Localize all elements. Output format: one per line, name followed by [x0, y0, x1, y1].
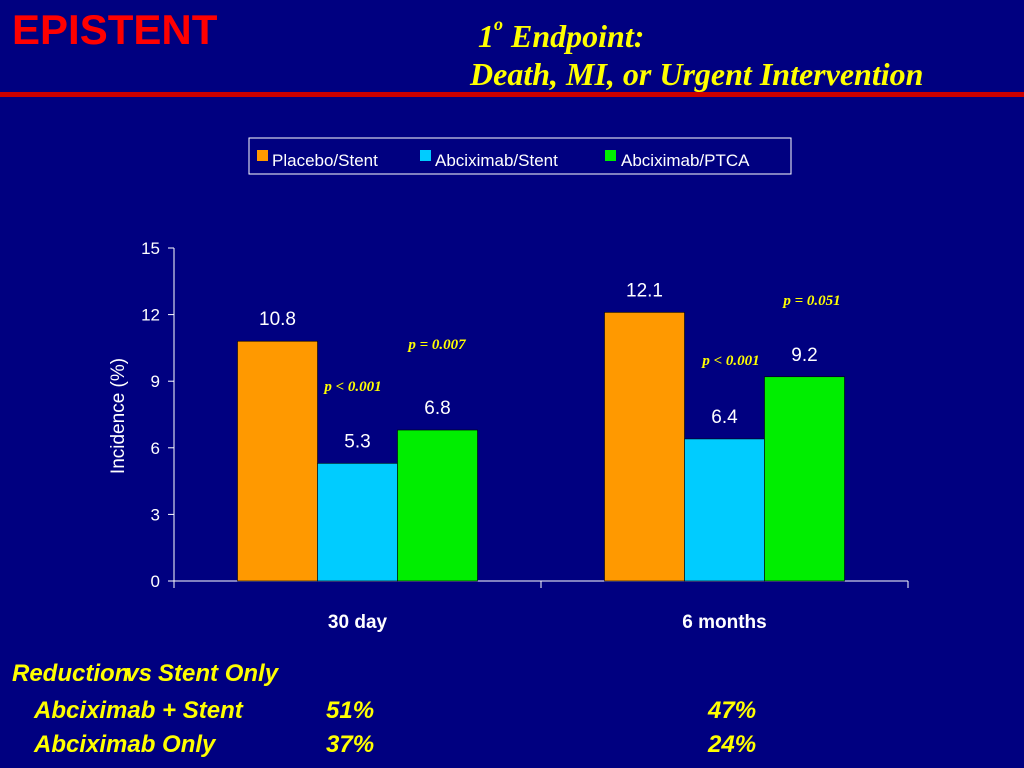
- footer-row-value-30day: 37%: [326, 731, 375, 758]
- footer-heading-vs: vs: [125, 660, 153, 687]
- y-tick-label: 0: [151, 572, 160, 591]
- footer-row-value-6months: 47%: [708, 697, 757, 724]
- footer-row-value-6months: 24%: [708, 731, 757, 758]
- footer-row-label: Abciximab Only: [34, 731, 216, 758]
- endpoint-subtitle: Death, MI, or Urgent Intervention: [470, 56, 924, 92]
- footer-row-value-30day: 51%: [326, 697, 375, 724]
- endpoint-title: 1o Endpoint:: [478, 14, 645, 55]
- legend-label-abciximab-stent: Abciximab/Stent: [435, 151, 558, 170]
- footer-heading-reduction: Reduction: [12, 660, 130, 687]
- bar-1-0: [604, 312, 685, 582]
- footer-row-label: Abciximab + Stent: [34, 697, 243, 724]
- legend-swatch-abciximab-stent: [420, 150, 431, 161]
- data-label: 10.8: [259, 309, 296, 330]
- legend-label-abciximab-ptca: Abciximab/PTCA: [621, 151, 750, 170]
- annotation-p-6mo-abx-stent: p < 0.001: [700, 353, 759, 369]
- footer-heading-rest: Stent Only: [158, 660, 279, 687]
- annotation-p-30day-abx-stent: p < 0.001: [322, 379, 381, 395]
- legend-label-placebo-stent: Placebo/Stent: [272, 151, 378, 170]
- y-tick-label: 6: [151, 439, 160, 458]
- x-category-label: 30 day: [328, 612, 388, 633]
- brand-title: EPISTENT: [12, 6, 218, 53]
- data-label: 6.4: [711, 407, 738, 428]
- title-divider: [0, 92, 1024, 97]
- legend: Placebo/Stent Abciximab/Stent Abciximab/…: [248, 137, 792, 175]
- annotation-p-6mo-abx-ptca: p = 0.051: [781, 293, 840, 309]
- legend-box: [248, 137, 792, 175]
- endpoint-superscript: o: [494, 14, 503, 34]
- y-tick-label: 15: [141, 239, 160, 258]
- data-label: 6.8: [424, 398, 450, 419]
- footer-heading: Reductionvs Stent Only: [12, 660, 278, 688]
- annotation-p-30day-abx-ptca: p = 0.007: [406, 337, 466, 353]
- bar-1-1: [684, 438, 765, 582]
- bar-0-1: [317, 463, 398, 582]
- y-tick-label: 9: [151, 372, 160, 391]
- y-tick-label: 12: [141, 306, 160, 325]
- legend-swatch-placebo-stent: [257, 150, 268, 161]
- legend-swatch-abciximab-ptca: [605, 150, 616, 161]
- y-axis-label: Incidence (%): [108, 358, 129, 474]
- data-label: 9.2: [791, 345, 817, 366]
- data-label: 5.3: [344, 431, 370, 452]
- bar-0-2: [397, 429, 478, 582]
- endpoint-number: 1: [478, 18, 494, 54]
- bar-0-0: [237, 340, 318, 582]
- bar-chart: Placebo/Stent Abciximab/Stent Abciximab/…: [108, 137, 909, 633]
- y-tick-label: 3: [151, 505, 160, 524]
- bar-1-2: [764, 376, 845, 582]
- x-category-label: 6 months: [682, 612, 766, 633]
- endpoint-label: Endpoint:: [503, 18, 645, 54]
- data-label: 12.1: [626, 280, 663, 301]
